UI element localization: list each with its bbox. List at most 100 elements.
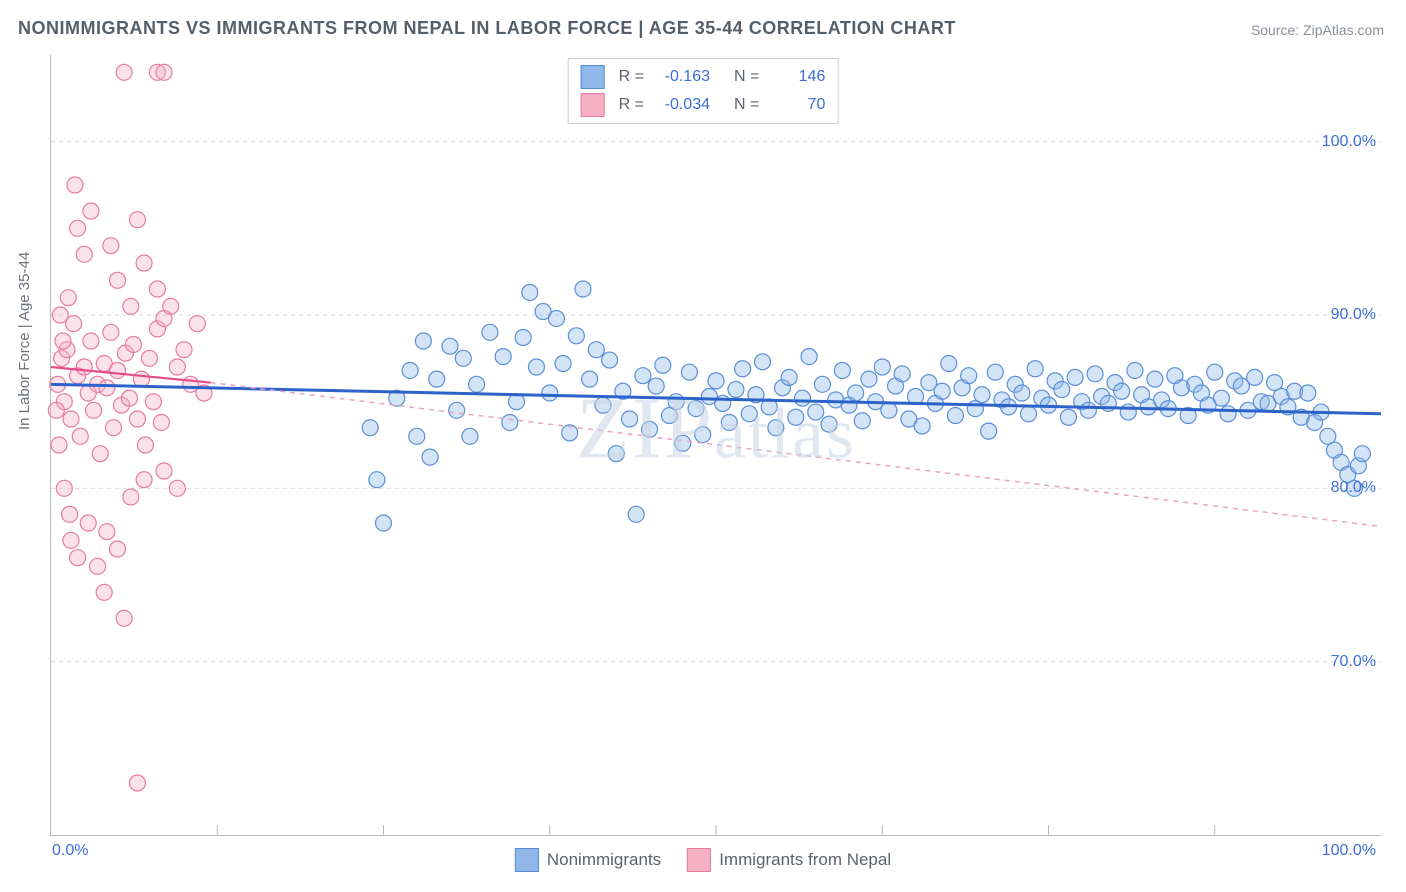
point-nonimmigrant bbox=[934, 383, 950, 399]
point-immigrant-nepal bbox=[169, 359, 185, 375]
point-immigrant-nepal bbox=[99, 524, 115, 540]
correlation-legend-row: R =-0.034N =70 bbox=[581, 91, 826, 119]
point-nonimmigrant bbox=[1054, 382, 1070, 398]
point-nonimmigrant bbox=[542, 385, 558, 401]
plot-area: ZIPatlas bbox=[50, 55, 1381, 836]
point-immigrant-nepal bbox=[60, 290, 76, 306]
point-nonimmigrant bbox=[415, 333, 431, 349]
point-nonimmigrant bbox=[442, 338, 458, 354]
point-nonimmigrant bbox=[515, 330, 531, 346]
point-nonimmigrant bbox=[602, 352, 618, 368]
point-nonimmigrant bbox=[708, 373, 724, 389]
correlation-legend-row: R =-0.163N =146 bbox=[581, 63, 826, 91]
point-nonimmigrant bbox=[848, 385, 864, 401]
series-legend-label: Immigrants from Nepal bbox=[719, 850, 891, 870]
point-nonimmigrant bbox=[462, 428, 478, 444]
point-immigrant-nepal bbox=[99, 380, 115, 396]
point-immigrant-nepal bbox=[141, 350, 157, 366]
point-immigrant-nepal bbox=[123, 489, 139, 505]
point-nonimmigrant bbox=[568, 328, 584, 344]
point-immigrant-nepal bbox=[116, 610, 132, 626]
point-nonimmigrant bbox=[881, 402, 897, 418]
point-immigrant-nepal bbox=[129, 411, 145, 427]
point-nonimmigrant bbox=[1147, 371, 1163, 387]
point-immigrant-nepal bbox=[76, 246, 92, 262]
point-immigrant-nepal bbox=[92, 446, 108, 462]
point-nonimmigrant bbox=[854, 413, 870, 429]
point-nonimmigrant bbox=[814, 376, 830, 392]
point-nonimmigrant bbox=[675, 435, 691, 451]
point-immigrant-nepal bbox=[90, 558, 106, 574]
point-nonimmigrant bbox=[429, 371, 445, 387]
point-nonimmigrant bbox=[794, 390, 810, 406]
n-value: 146 bbox=[769, 68, 825, 86]
point-nonimmigrant bbox=[721, 414, 737, 430]
point-immigrant-nepal bbox=[83, 203, 99, 219]
correlation-legend: R =-0.163N =146R =-0.034N =70 bbox=[568, 58, 839, 124]
point-nonimmigrant bbox=[522, 284, 538, 300]
point-nonimmigrant bbox=[449, 402, 465, 418]
point-nonimmigrant bbox=[642, 421, 658, 437]
point-nonimmigrant bbox=[1067, 369, 1083, 385]
n-label: N = bbox=[734, 96, 759, 114]
point-nonimmigrant bbox=[648, 378, 664, 394]
point-immigrant-nepal bbox=[137, 437, 153, 453]
point-nonimmigrant bbox=[741, 406, 757, 422]
point-nonimmigrant bbox=[974, 387, 990, 403]
point-immigrant-nepal bbox=[70, 220, 86, 236]
series-legend-item: Nonimmigrants bbox=[515, 848, 661, 872]
point-immigrant-nepal bbox=[86, 402, 102, 418]
point-immigrant-nepal bbox=[153, 414, 169, 430]
point-immigrant-nepal bbox=[52, 307, 68, 323]
point-nonimmigrant bbox=[1300, 385, 1316, 401]
point-nonimmigrant bbox=[635, 368, 651, 384]
point-nonimmigrant bbox=[588, 342, 604, 358]
point-nonimmigrant bbox=[469, 376, 485, 392]
point-nonimmigrant bbox=[1220, 406, 1236, 422]
point-nonimmigrant bbox=[1027, 361, 1043, 377]
point-nonimmigrant bbox=[1080, 402, 1096, 418]
point-immigrant-nepal bbox=[48, 402, 64, 418]
r-value: -0.163 bbox=[654, 68, 710, 86]
plot-svg bbox=[51, 55, 1381, 835]
point-immigrant-nepal bbox=[63, 411, 79, 427]
point-nonimmigrant bbox=[755, 354, 771, 370]
point-nonimmigrant bbox=[362, 420, 378, 436]
point-immigrant-nepal bbox=[56, 480, 72, 496]
y-tick-label: 100.0% bbox=[1322, 133, 1376, 151]
point-immigrant-nepal bbox=[103, 324, 119, 340]
point-nonimmigrant bbox=[808, 404, 824, 420]
point-nonimmigrant bbox=[1207, 364, 1223, 380]
point-immigrant-nepal bbox=[136, 472, 152, 488]
point-nonimmigrant bbox=[482, 324, 498, 340]
point-nonimmigrant bbox=[1127, 362, 1143, 378]
point-nonimmigrant bbox=[961, 368, 977, 384]
point-immigrant-nepal bbox=[63, 532, 79, 548]
point-nonimmigrant bbox=[834, 362, 850, 378]
point-immigrant-nepal bbox=[110, 362, 126, 378]
point-nonimmigrant bbox=[422, 449, 438, 465]
point-nonimmigrant bbox=[495, 349, 511, 365]
point-immigrant-nepal bbox=[72, 428, 88, 444]
point-immigrant-nepal bbox=[129, 775, 145, 791]
point-nonimmigrant bbox=[861, 371, 877, 387]
n-label: N = bbox=[734, 68, 759, 86]
point-nonimmigrant bbox=[1060, 409, 1076, 425]
point-nonimmigrant bbox=[735, 361, 751, 377]
point-immigrant-nepal bbox=[51, 437, 67, 453]
point-nonimmigrant bbox=[688, 401, 704, 417]
point-immigrant-nepal bbox=[96, 584, 112, 600]
point-nonimmigrant bbox=[781, 369, 797, 385]
point-nonimmigrant bbox=[788, 409, 804, 425]
point-immigrant-nepal bbox=[76, 359, 92, 375]
point-immigrant-nepal bbox=[67, 177, 83, 193]
point-immigrant-nepal bbox=[123, 298, 139, 314]
point-immigrant-nepal bbox=[110, 541, 126, 557]
point-immigrant-nepal bbox=[156, 463, 172, 479]
series-legend-label: Nonimmigrants bbox=[547, 850, 661, 870]
point-immigrant-nepal bbox=[70, 550, 86, 566]
legend-swatch bbox=[687, 848, 711, 872]
point-nonimmigrant bbox=[1021, 406, 1037, 422]
point-nonimmigrant bbox=[502, 414, 518, 430]
point-nonimmigrant bbox=[608, 446, 624, 462]
